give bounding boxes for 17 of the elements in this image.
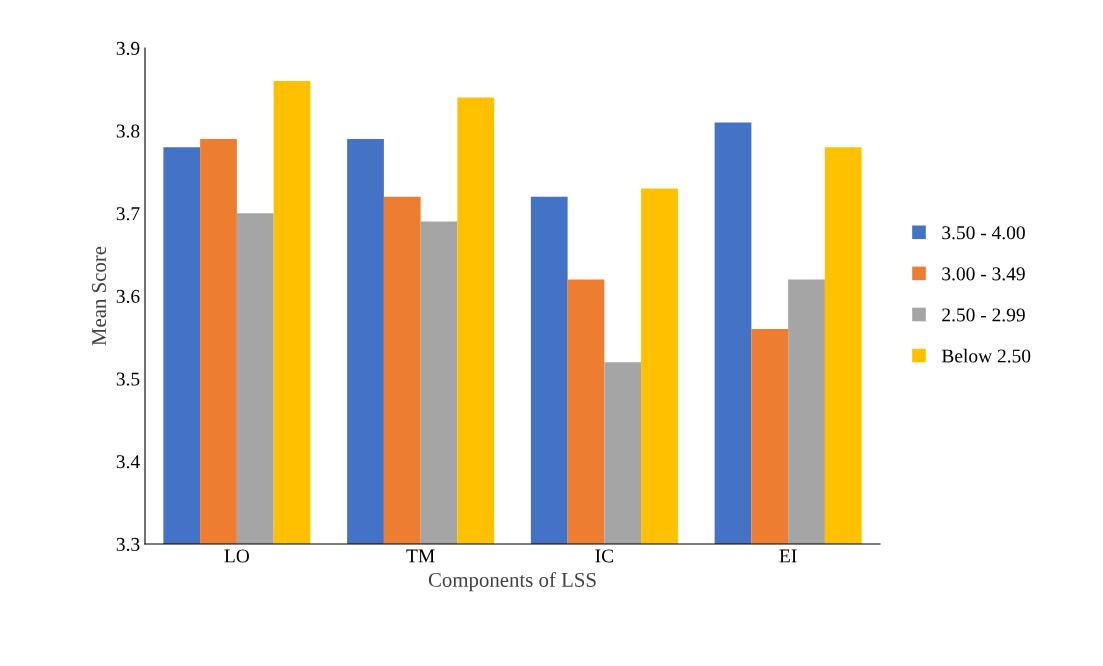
y-axis-title: Mean Score xyxy=(92,246,107,346)
y-tick-label: 3.8 xyxy=(116,124,140,138)
y-tick-label: 3.5 xyxy=(116,372,140,386)
x-tick-label: TM xyxy=(406,549,435,563)
y-tick-label: 3.4 xyxy=(116,455,140,469)
legend-label: 2.50 - 2.99 xyxy=(942,308,1025,322)
x-tick-label: IC xyxy=(595,549,614,563)
x-axis-title: Components of LSS xyxy=(428,572,596,592)
y-tick-label: 3.6 xyxy=(116,289,140,304)
y-tick-label: 3.3 xyxy=(116,537,140,552)
legend-label: 3.00 - 3.49 xyxy=(942,267,1025,281)
y-tick-label: 3.9 xyxy=(116,41,140,56)
x-tick-label: EI xyxy=(779,549,797,563)
legend-label: 3.50 - 4.00 xyxy=(942,226,1025,240)
legend-label: Below 2.50 xyxy=(941,348,1031,363)
y-tick-label: 3.7 xyxy=(116,207,140,221)
x-tick-label: LO xyxy=(224,549,250,563)
